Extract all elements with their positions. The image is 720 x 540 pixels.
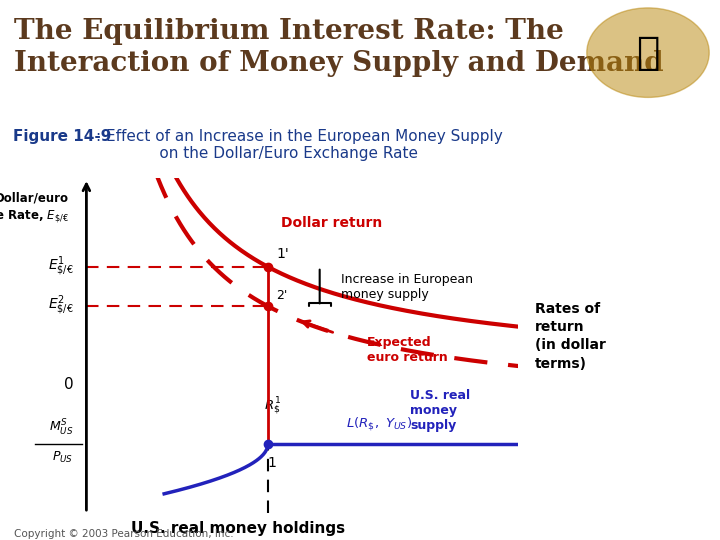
Text: $E^1_{\$/€}$: $E^1_{\$/€}$ [48,255,73,279]
Ellipse shape [587,8,709,97]
Text: 1': 1' [276,247,289,261]
Text: $L(R_{\$},\ Y_{US})$: $L(R_{\$},\ Y_{US})$ [346,415,412,433]
Text: Figure 14-9: Figure 14-9 [13,129,112,144]
Text: 🌍: 🌍 [636,33,660,72]
Text: U.S. real
money
supply: U.S. real money supply [410,389,471,432]
Text: : Effect of an Increase in the European Money Supply
             on the Dollar/: : Effect of an Increase in the European … [96,129,503,161]
Text: Increase in European
money supply: Increase in European money supply [341,273,473,301]
Text: 1: 1 [268,456,276,470]
Text: Dollar return: Dollar return [281,217,382,231]
Text: Copyright © 2003 Pearson Education, Inc.: Copyright © 2003 Pearson Education, Inc. [14,529,234,539]
Text: 2': 2' [276,289,288,302]
Text: Dollar/euro: Dollar/euro [0,192,69,205]
Text: $M^S_{US}$: $M^S_{US}$ [49,418,73,438]
Text: 0: 0 [64,377,73,393]
Text: exchange Rate, $\mathit{E}_{\$/€}$: exchange Rate, $\mathit{E}_{\$/€}$ [0,208,69,225]
Text: Expected
euro return: Expected euro return [367,335,448,363]
Text: U.S. real money holdings: U.S. real money holdings [130,521,345,536]
Text: $E^2_{\$/€}$: $E^2_{\$/€}$ [48,294,73,318]
Text: Rates of
return
(in dollar
terms): Rates of return (in dollar terms) [536,301,606,371]
Text: $P_{US}$: $P_{US}$ [53,450,73,465]
Text: The Equilibrium Interest Rate: The
Interaction of Money Supply and Demand: The Equilibrium Interest Rate: The Inter… [14,18,664,77]
Text: $R^1_\$$: $R^1_\$$ [264,395,281,417]
